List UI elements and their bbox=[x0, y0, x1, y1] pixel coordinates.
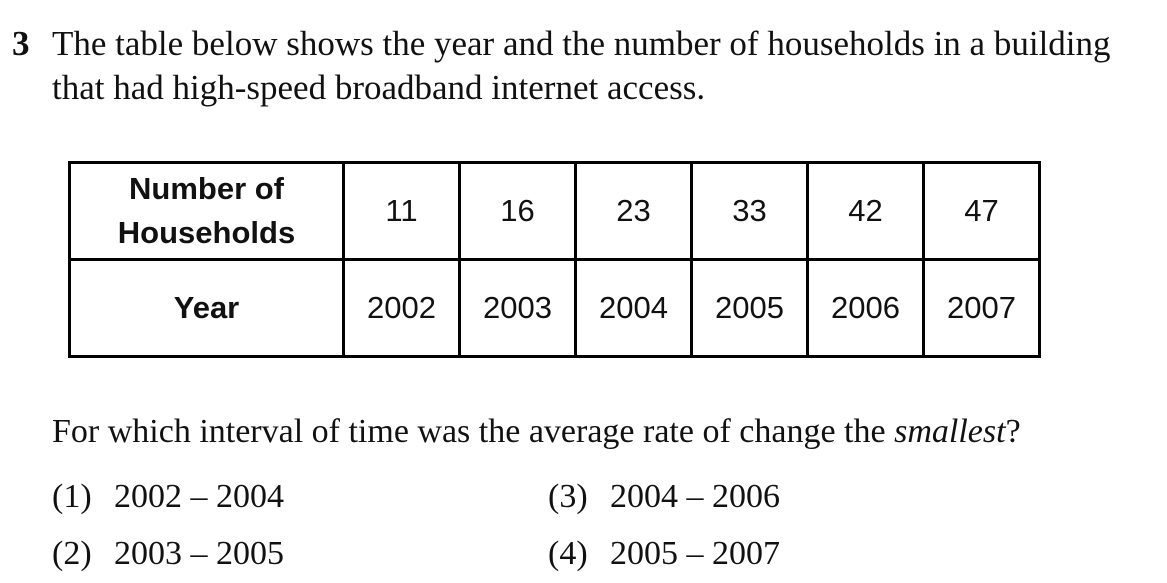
households-header-line2: Households bbox=[117, 215, 296, 250]
data-table: Number of Households 11 16 23 33 42 47 Y… bbox=[68, 161, 1041, 358]
households-header-cell: Number of Households bbox=[68, 161, 345, 261]
question-number: 3 bbox=[12, 24, 30, 63]
table-row-years: Year 2002 2003 2004 2005 2006 2007 bbox=[68, 258, 1041, 358]
choice-text: 2004 – 2006 bbox=[610, 478, 780, 515]
answer-choice-4[interactable]: (4) 2005 – 2007 bbox=[548, 535, 780, 573]
households-cell: 47 bbox=[922, 161, 1041, 261]
question-text: The table below shows the year and the n… bbox=[52, 24, 1111, 107]
choice-number: (3) bbox=[548, 478, 588, 515]
households-cell: 23 bbox=[574, 161, 693, 261]
households-header-line1: Number of bbox=[129, 171, 284, 206]
prompt-emphasis: smallest bbox=[894, 413, 1006, 450]
answer-choice-3[interactable]: (3) 2004 – 2006 bbox=[548, 478, 780, 516]
choice-number: (1) bbox=[52, 478, 92, 515]
year-header-cell: Year bbox=[68, 258, 345, 358]
year-cell: 2007 bbox=[922, 258, 1041, 358]
households-cell: 16 bbox=[458, 161, 577, 261]
choice-number: (2) bbox=[52, 535, 92, 572]
answer-choice-2[interactable]: (2) 2003 – 2005 bbox=[52, 535, 284, 573]
prompt-text-after: ? bbox=[1005, 413, 1021, 450]
question-prompt: For which interval of time was the avera… bbox=[52, 413, 1021, 451]
households-cell: 11 bbox=[342, 161, 461, 261]
answer-choice-1[interactable]: (1) 2002 – 2004 bbox=[52, 478, 284, 516]
households-cell: 33 bbox=[690, 161, 809, 261]
choice-text: 2003 – 2005 bbox=[114, 535, 284, 572]
year-cell: 2005 bbox=[690, 258, 809, 358]
choice-text: 2005 – 2007 bbox=[610, 535, 780, 572]
year-cell: 2004 bbox=[574, 258, 693, 358]
year-cell: 2003 bbox=[458, 258, 577, 358]
year-cell: 2006 bbox=[806, 258, 925, 358]
year-cell: 2002 bbox=[342, 258, 461, 358]
choice-text: 2002 – 2004 bbox=[114, 478, 284, 515]
table-row-households: Number of Households 11 16 23 33 42 47 bbox=[68, 161, 1041, 261]
households-cell: 42 bbox=[806, 161, 925, 261]
choice-number: (4) bbox=[548, 535, 588, 572]
prompt-text-before: For which interval of time was the avera… bbox=[52, 413, 895, 450]
